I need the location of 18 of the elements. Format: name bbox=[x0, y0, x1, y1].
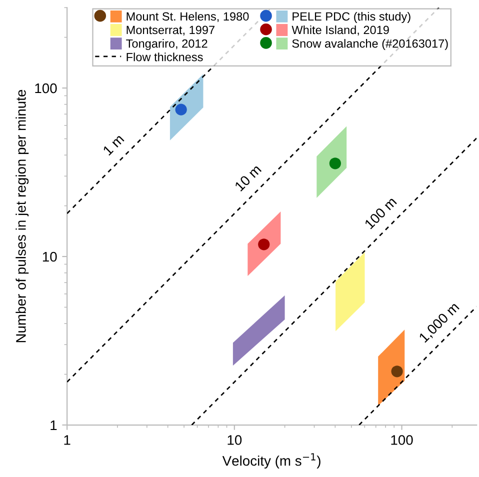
legend-label: Snow avalanche (#20163017) bbox=[292, 39, 448, 50]
x-tick-label: 100 bbox=[391, 435, 413, 445]
legend-label: Tongariro, 2012 bbox=[126, 39, 208, 50]
legend-label: Montserrat, 1997 bbox=[126, 26, 214, 36]
legend-label: Mount St. Helens, 1980 bbox=[126, 12, 249, 22]
y-tick-label: 1 bbox=[50, 420, 57, 430]
legend-label: PELE PDC (this study) bbox=[292, 12, 410, 23]
y-tick-label: 10 bbox=[42, 252, 57, 262]
legend-label: White Island, 2019 bbox=[292, 25, 389, 36]
y-tick-label: 100 bbox=[35, 83, 57, 94]
y-axis-title: Number of pulses in jet region per minute bbox=[16, 90, 29, 342]
x-tick-label: 1 bbox=[64, 435, 70, 445]
annotation: 10 m bbox=[234, 164, 262, 192]
legend-label: Flow thickness bbox=[126, 52, 203, 62]
x-tick-label: 10 bbox=[228, 435, 242, 445]
annotation: 1 m bbox=[102, 134, 124, 156]
x-axis-title: Velocity (m s$^{−1}$) bbox=[222, 453, 320, 469]
annotation: 100 m bbox=[364, 196, 397, 230]
